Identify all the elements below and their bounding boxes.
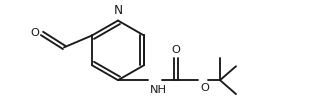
Text: O: O xyxy=(200,83,209,93)
Text: NH: NH xyxy=(150,85,167,95)
Text: N: N xyxy=(113,4,123,17)
Text: O: O xyxy=(172,45,180,55)
Text: O: O xyxy=(30,28,39,38)
